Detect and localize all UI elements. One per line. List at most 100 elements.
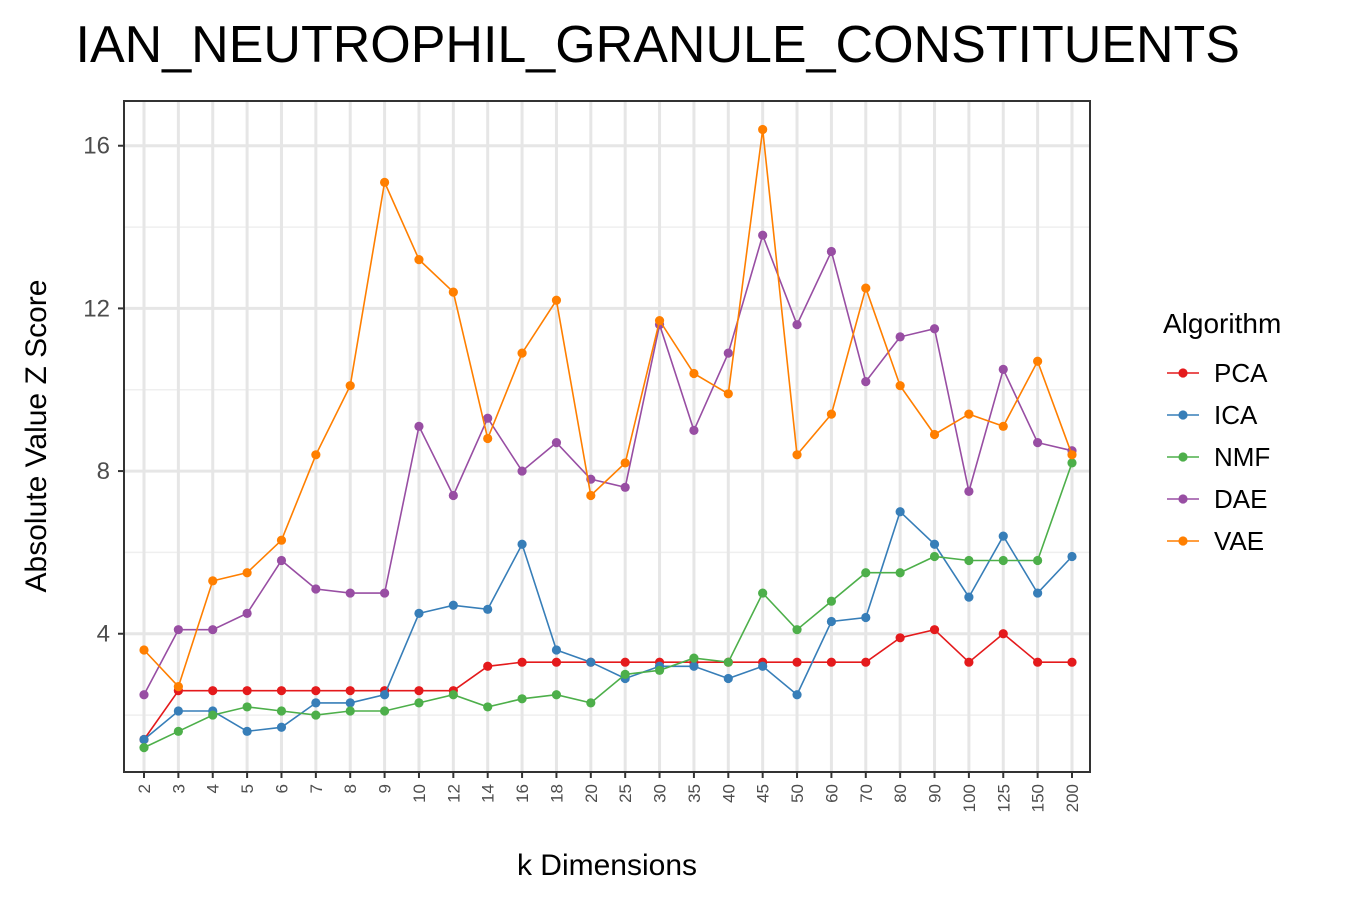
data-point-pca [517, 657, 527, 667]
data-point-nmf [861, 568, 871, 578]
data-point-ica [929, 539, 940, 549]
x-tick-label: 50 [788, 784, 807, 803]
data-point-dae [861, 377, 871, 387]
data-point-ica [895, 507, 905, 517]
data-point-dae [483, 413, 493, 423]
x-tick-label: 3 [169, 784, 188, 793]
data-point-ica [242, 726, 252, 736]
panel-border [123, 100, 1091, 773]
data-point-nmf [586, 698, 596, 708]
data-point-dae [895, 332, 905, 342]
x-tick-label: 18 [547, 784, 566, 803]
data-point-vae [139, 645, 149, 655]
data-point-vae [861, 283, 871, 293]
x-tick-label: 70 [857, 784, 876, 803]
data-point-nmf [929, 551, 940, 562]
data-point-nmf [654, 665, 665, 675]
data-point-ica [276, 722, 287, 732]
data-point-dae [929, 324, 940, 334]
data-point-vae [242, 568, 252, 578]
data-point-ica [723, 673, 733, 684]
series-line-dae [143, 232, 1073, 696]
data-point-nmf [448, 690, 458, 700]
x-tick-label: 12 [444, 784, 463, 803]
legend-key-point [1178, 368, 1188, 378]
x-tick-label: 60 [822, 784, 841, 803]
data-point-pca [414, 686, 424, 696]
legend: Algorithm PCA ICA NMF DAE VAE [1163, 308, 1281, 556]
data-point-ica [517, 539, 527, 549]
data-point-ica [1033, 588, 1043, 598]
data-point-nmf [723, 657, 733, 667]
data-point-nmf [792, 625, 802, 635]
data-point-pca [792, 657, 802, 667]
legend-key-point [1178, 494, 1188, 504]
legend-label: VAE [1214, 526, 1264, 556]
data-point-vae [654, 316, 665, 326]
legend-label: PCA [1214, 358, 1268, 388]
legend-key-point [1178, 452, 1188, 462]
data-point-vae [826, 409, 837, 419]
x-tick-label: 45 [754, 784, 773, 803]
data-point-vae [998, 421, 1008, 431]
legend-item-dae: DAE [1167, 484, 1267, 514]
data-point-pca [929, 625, 940, 635]
data-point-vae [345, 381, 355, 391]
data-point-vae [448, 287, 458, 297]
data-point-vae [792, 450, 802, 460]
legend-items: PCA ICA NMF DAE VAE [1167, 358, 1270, 556]
data-point-dae [414, 421, 424, 431]
y-tick-label: 16 [83, 133, 110, 160]
x-tick-label: 2 [135, 784, 154, 793]
data-point-dae [379, 588, 390, 598]
data-point-dae [276, 555, 287, 566]
legend-key-point [1178, 536, 1188, 546]
y-tick-label: 8 [97, 458, 110, 485]
data-point-dae [517, 466, 527, 476]
data-point-dae [723, 348, 733, 358]
x-axis-title: k Dimensions [517, 849, 697, 882]
x-tick-label: 25 [616, 784, 635, 803]
data-point-dae [208, 625, 218, 635]
data-point-pca [964, 657, 974, 667]
data-point-vae [586, 490, 596, 501]
data-point-pca [895, 633, 905, 643]
data-point-dae [1033, 438, 1043, 448]
data-point-dae [826, 246, 837, 257]
data-point-vae [483, 433, 493, 444]
data-point-pca [208, 686, 218, 696]
data-point-pca [1067, 657, 1077, 667]
data-point-nmf [620, 669, 630, 680]
x-tick-label: 7 [307, 784, 326, 793]
data-point-nmf [483, 702, 493, 712]
data-point-ica [448, 600, 458, 610]
data-point-nmf [964, 555, 974, 566]
data-point-vae [929, 429, 940, 440]
x-tick-label: 30 [651, 784, 670, 803]
data-point-ica [311, 698, 321, 708]
data-point-dae [998, 364, 1008, 374]
data-point-nmf [139, 743, 149, 753]
series-ica [139, 507, 1077, 745]
data-point-ica [689, 661, 699, 671]
data-point-vae [689, 368, 699, 379]
data-point-dae [964, 486, 974, 496]
data-point-pca [551, 657, 562, 667]
legend-label: ICA [1214, 400, 1258, 430]
data-point-ica [379, 690, 390, 700]
data-point-pca [483, 661, 493, 671]
data-point-ica [139, 734, 149, 745]
x-tick-label: 5 [238, 784, 257, 793]
data-point-nmf [345, 706, 355, 716]
data-point-vae [1067, 450, 1077, 460]
data-point-nmf [414, 698, 424, 708]
data-point-dae [620, 482, 630, 492]
data-point-nmf [758, 588, 768, 598]
legend-label: NMF [1214, 442, 1270, 472]
series-line-nmf [143, 462, 1073, 749]
data-point-pca [345, 686, 355, 696]
data-point-ica [551, 645, 562, 655]
x-tick-label: 6 [272, 784, 291, 793]
data-point-dae [551, 438, 562, 448]
data-point-ica [173, 706, 183, 716]
